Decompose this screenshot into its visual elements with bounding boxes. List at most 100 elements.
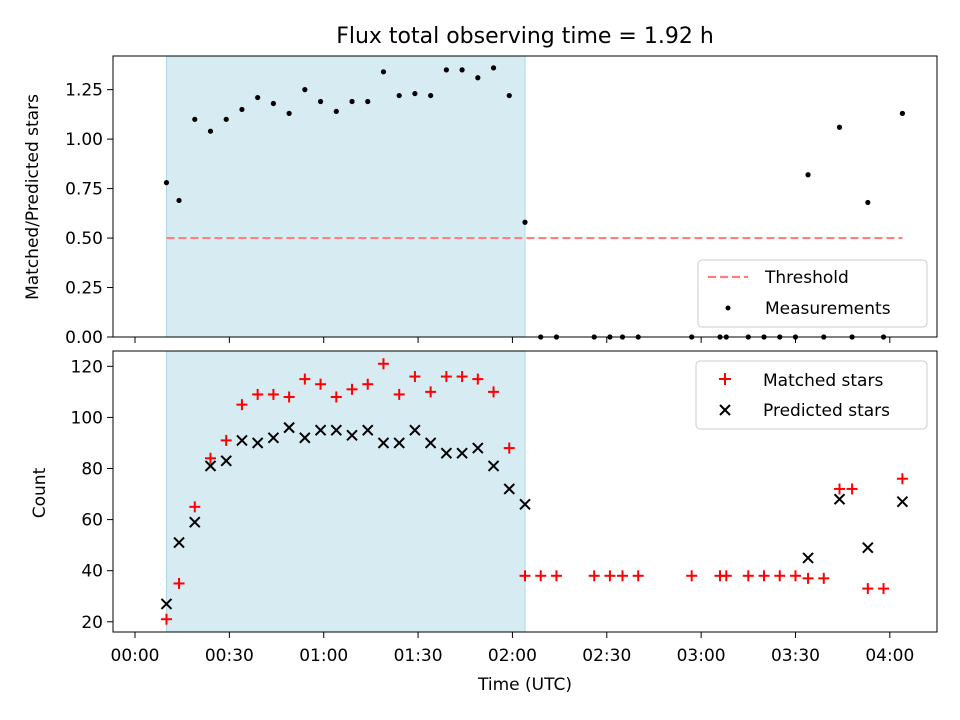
matched-star-point [802,572,814,584]
predicted-star-point [299,432,311,444]
predicted-legend-label: Predicted stars [763,401,890,421]
top-points-layer [163,65,906,340]
measurement-point [522,219,528,225]
predicted-star-point [204,460,217,472]
matched-star-point [330,391,342,403]
measurement-point [412,90,418,97]
predicted-star-point [220,455,232,467]
matched-star-point [346,383,358,395]
top-ytick-label: 0.75 [65,180,103,200]
predicted-star-point [173,536,185,549]
predicted-star-point [424,437,437,449]
matched-star-point [535,570,547,582]
matched-star-point [550,570,562,582]
measurement-point [428,92,434,99]
matched-star-point [220,434,232,446]
matched-star-point [878,583,890,595]
predicted-legend-swatch [719,404,731,416]
measurement-point [349,98,355,105]
matched-star-point [236,399,248,411]
top-panel: 0.00 0.25 0.50 0.75 1.00 1.25 Flux total obse… [23,24,938,348]
bottom-xtick-label: 03:30 [771,646,820,666]
predicted-star-point [393,437,405,449]
measurement-point [805,172,811,178]
measurement-point [396,92,402,99]
bottom-xtick-label: 04:00 [865,646,914,666]
top-yticks-layer: 0.00 0.25 0.50 0.75 1.00 1.25 [65,81,113,348]
top-shaded-span-layer [165,55,526,338]
measurement-point [380,69,387,75]
measurement-point [836,124,843,130]
bottom-ytick-label: 40 [81,562,103,582]
matched-star-point [862,583,874,595]
measurement-point [270,100,276,107]
bottom-xtick-label: 00:00 [111,646,160,666]
predicted-star-point [362,424,374,436]
matched-star-point [315,378,327,390]
matched-star-point [283,391,295,403]
bottom-xticks-layer: 00:00 00:30 01:00 01:30 02:00 02:30 03:00 03:30… [111,632,914,666]
measurement-point [506,92,512,99]
predicted-star-point [189,516,201,528]
top-shaded-span [165,55,526,338]
matched-star-point [686,570,698,582]
bottom-ytick-label: 20 [81,613,103,633]
measurement-point [239,106,245,113]
predicted-star-point [251,437,264,449]
threshold-legend-label: Threshold [764,268,849,288]
bottom-xtick-label: 02:00 [488,646,537,666]
matched-star-point [425,386,437,398]
predicted-star-point [896,496,909,508]
bottom-ytick-label: 120 [71,357,103,377]
bottom-ytick-label: 60 [81,511,103,531]
matched-star-point [299,373,311,385]
top-legend-box [697,259,928,328]
predicted-star-point [236,434,248,447]
bottom-shaded-span [165,350,526,633]
top-ytick-label: 1.00 [65,130,103,150]
matched-star-point [846,483,858,495]
bottom-xtick-label: 03:00 [677,646,726,666]
bottom-ytick-label: 80 [81,460,103,480]
matched-star-point [789,570,801,582]
predicted-star-point [283,421,295,434]
matched-star-point [393,388,405,400]
measurements-legend-label: Measurements [765,299,891,319]
matched-star-point [160,613,172,625]
matched-star-point [252,388,264,400]
matched-star-point [362,378,374,390]
matched-star-point [472,373,484,385]
predicted-star-point [519,498,531,510]
bottom-y-axis-label: Count [30,467,50,518]
bottom-xtick-label: 01:00 [299,646,348,666]
top-ytick-label: 0.50 [65,229,103,249]
matched-star-point [896,473,908,485]
matched-star-point [488,386,500,398]
matched-star-point [616,570,628,582]
bottom-legend-box [695,360,928,430]
matched-legend-swatch [719,373,731,385]
measurement-point [255,94,261,101]
matched-star-point [588,570,600,582]
top-ytick-label: 0.25 [65,279,103,299]
matched-star-point [632,570,644,582]
predicted-star-point [862,541,874,554]
matched-star-point [720,570,732,582]
predicted-star-point [377,437,390,449]
bottom-points-layer [160,358,909,625]
predicted-star-point [409,424,421,436]
matched-star-point [818,572,830,584]
measurement-point [317,98,324,105]
bottom-legend: Matched stars Predicted stars [695,360,928,430]
bottom-xtick-label: 00:30 [205,646,254,666]
measurement-point [302,87,308,93]
predicted-star-point [487,460,500,472]
bottom-ytick-label: 100 [71,408,103,428]
top-xticks-layer [134,337,891,343]
top-axes-frame [112,55,938,338]
matched-star-point [758,570,770,582]
measurement-point [490,65,497,71]
matched-star-point [189,501,201,513]
